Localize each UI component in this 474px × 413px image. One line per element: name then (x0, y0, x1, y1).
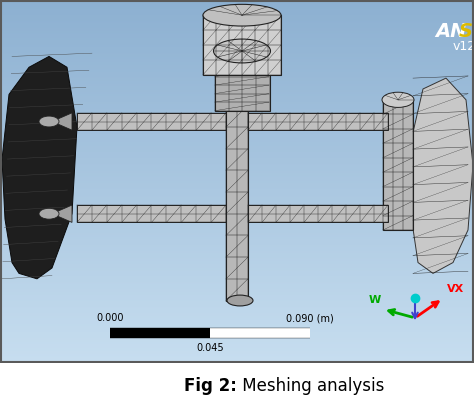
Bar (248, 113, 388, 130)
Ellipse shape (39, 208, 59, 219)
Ellipse shape (227, 295, 253, 306)
Ellipse shape (382, 92, 414, 107)
Polygon shape (2, 57, 77, 279)
Text: 0.000: 0.000 (96, 313, 124, 323)
Ellipse shape (213, 39, 271, 63)
Text: AN: AN (435, 22, 466, 41)
Bar (77, 113, 226, 130)
Text: SYS: SYS (459, 22, 474, 41)
Bar (248, 205, 388, 223)
Bar (203, 15, 281, 75)
Polygon shape (52, 113, 72, 130)
Bar (226, 62, 248, 301)
Bar (383, 100, 413, 230)
Text: 0.045: 0.045 (196, 343, 224, 353)
Bar (77, 205, 226, 223)
Text: W: W (369, 295, 381, 305)
Ellipse shape (203, 5, 281, 26)
Polygon shape (410, 78, 473, 273)
Polygon shape (52, 205, 72, 223)
Text: Fig 2:: Fig 2: (184, 377, 237, 395)
Text: VX: VX (447, 284, 464, 294)
Ellipse shape (39, 116, 59, 127)
Text: v12: v12 (453, 40, 474, 53)
Text: 0.090 (m): 0.090 (m) (286, 313, 334, 323)
Bar (215, 51, 270, 111)
Text: Meshing analysis: Meshing analysis (237, 377, 384, 395)
